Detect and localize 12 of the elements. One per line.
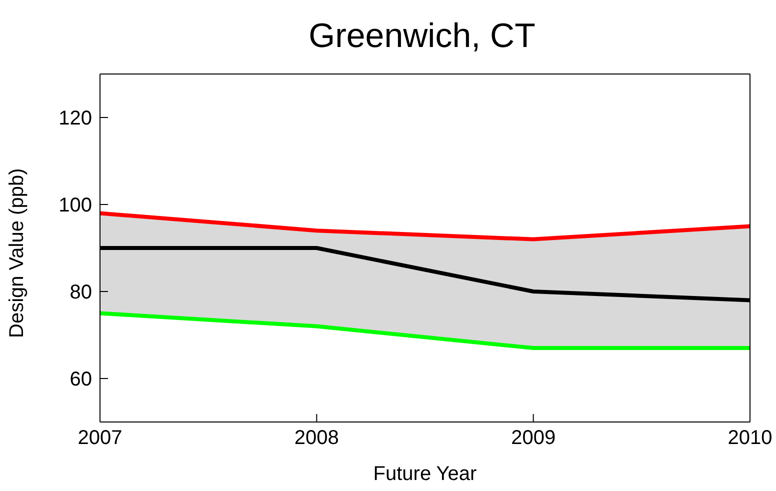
x-tick-label: 2010 — [728, 427, 772, 450]
y-tick-label: 60 — [70, 368, 92, 391]
y-axis-title: Design Value (ppb) — [6, 168, 28, 338]
y-tick-label: 120 — [58, 108, 92, 130]
y-tick-label: 100 — [58, 194, 92, 217]
x-tick-label: 2009 — [511, 427, 556, 450]
x-axis-title: Future Year — [373, 463, 478, 485]
x-tick-label: 2008 — [294, 427, 339, 450]
x-tick-label: 2007 — [78, 427, 122, 450]
chart-title: Greenwich, CT — [308, 16, 536, 57]
y-tick-label: 80 — [70, 282, 92, 304]
line-series — [100, 211, 750, 242]
